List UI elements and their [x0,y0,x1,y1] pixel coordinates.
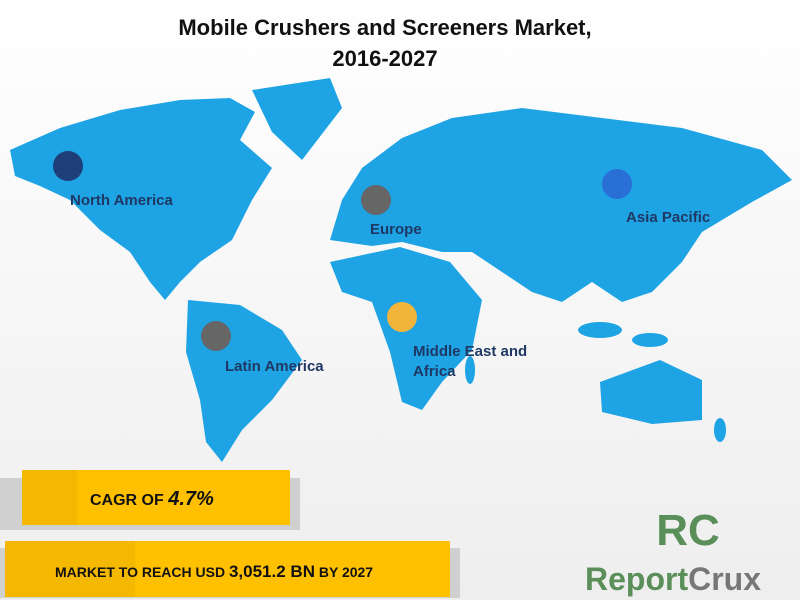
island [632,333,668,347]
region-label: Latin America [225,358,324,375]
south-america [186,300,302,462]
market-text: MARKET TO REACH USD 3,051.2 BN BY 2027 [55,562,373,581]
island [465,356,475,384]
banner-accent [5,541,135,597]
logo-word2: Crux [688,561,761,597]
australia [600,360,702,424]
market-value: 3,051.2 BN [229,562,315,581]
island [578,322,622,338]
title-line-1: Mobile Crushers and Screeners Market, [178,15,591,40]
north-america [10,98,272,300]
marker [387,302,417,332]
banner-accent [22,470,77,525]
logo-mark: RC [656,506,720,555]
marker [201,321,231,351]
title-line-2: 2016-2027 [332,46,437,71]
cagr-value: 4.7% [167,488,214,510]
world-map [10,78,792,462]
region-label: North America [70,192,173,209]
region-label: Africa [413,363,456,380]
market-suffix: BY 2027 [315,564,373,580]
region-label: Asia Pacific [626,209,710,226]
eurasia [330,108,792,302]
region-label: Middle East and [413,343,527,360]
cagr-text: CAGR OF 4.7% [90,488,214,510]
island [714,418,726,442]
logo-word1: Report [585,561,688,597]
marker [53,151,83,181]
marker [361,185,391,215]
region-label: Europe [370,221,422,238]
marker [602,169,632,199]
logo-text: ReportCrux [585,561,761,597]
market-prefix: MARKET TO REACH USD [55,564,229,580]
cagr-prefix: CAGR OF [90,492,168,509]
greenland [252,78,342,160]
